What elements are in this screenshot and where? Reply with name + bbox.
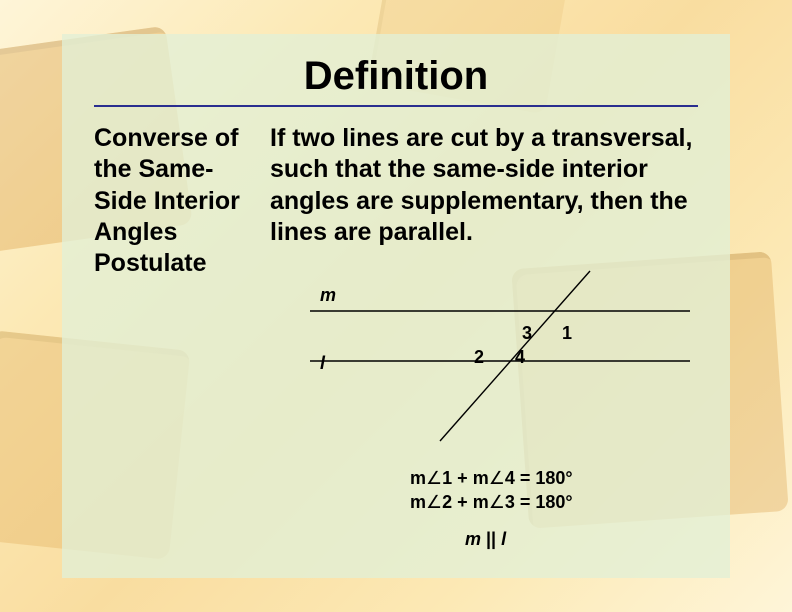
card-heading: Definition	[94, 54, 698, 99]
label-m: m	[320, 284, 336, 307]
equation-2: m∠2 + m∠3 = 180°	[410, 490, 573, 514]
term-definition: If two lines are cut by a transversal, s…	[270, 123, 700, 248]
equations: m∠1 + m∠4 = 180° m∠2 + m∠3 = 180°	[410, 466, 573, 515]
term-column-right: If two lines are cut by a transversal, s…	[270, 123, 700, 546]
term-name: Converse of the Same-Side Interior Angle…	[94, 123, 252, 546]
definition-card: Definition Converse of the Same-Side Int…	[62, 34, 730, 578]
angle-3: 3	[522, 322, 532, 345]
definition-columns: Converse of the Same-Side Interior Angle…	[94, 123, 698, 546]
angle-2: 2	[474, 346, 484, 369]
angle-1: 1	[562, 322, 572, 345]
heading-rule	[94, 105, 698, 107]
equation-1: m∠1 + m∠4 = 180°	[410, 466, 573, 490]
label-l: l	[320, 352, 325, 375]
angle-4: 4	[515, 346, 525, 369]
diagram: m l 3 1 2 4 m∠1 + m∠4 = 180° m∠2 + m∠3 =…	[270, 266, 700, 546]
parallel-statement: m || l	[465, 528, 506, 551]
